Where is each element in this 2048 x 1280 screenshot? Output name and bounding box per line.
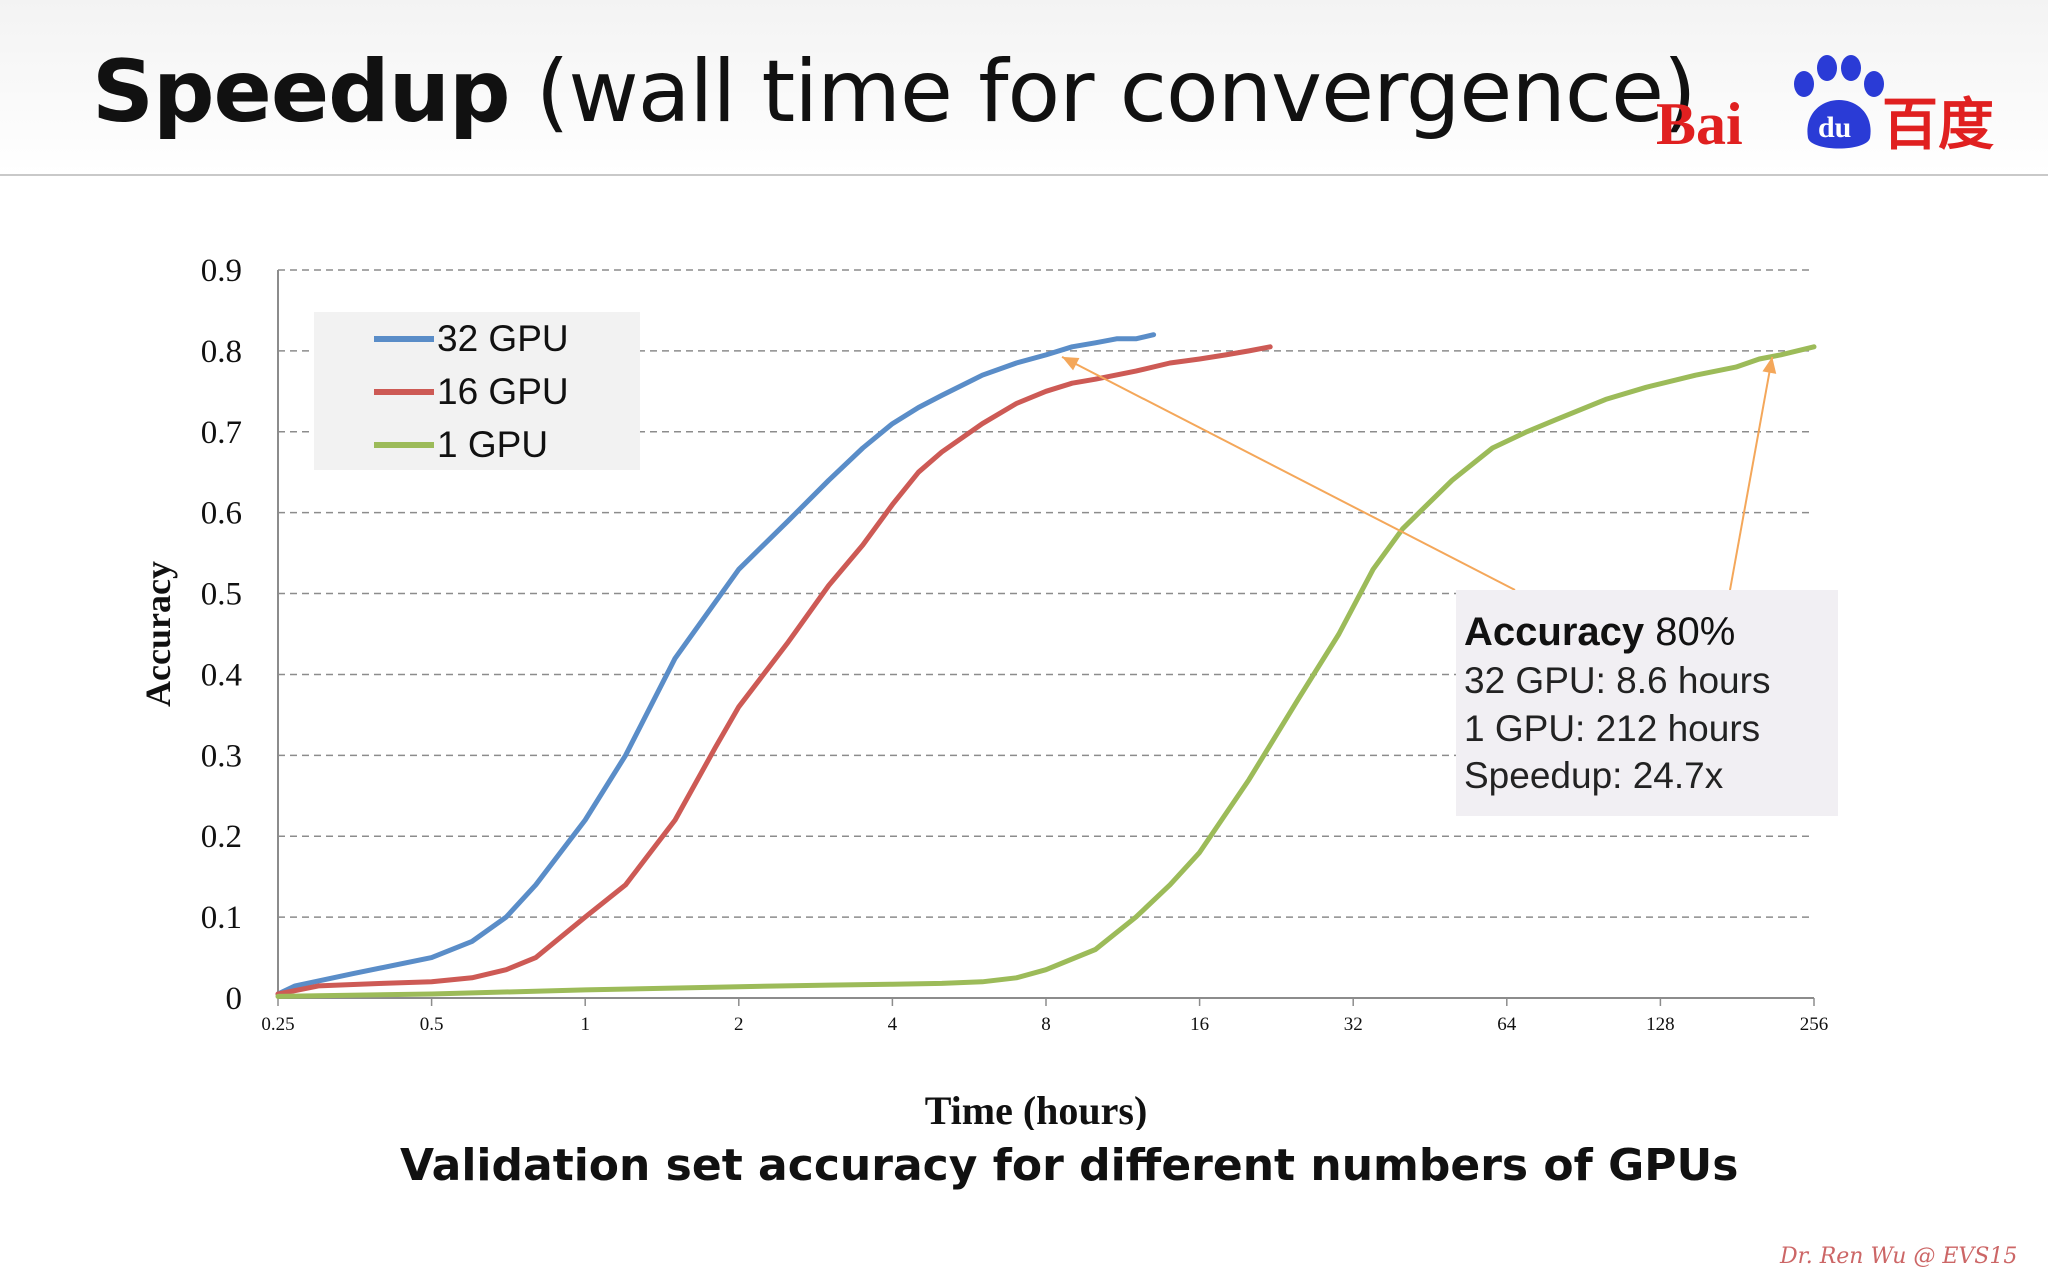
annotation-heading: Accuracy 80% [1464,610,1735,654]
annotation-heading-value: 80% [1655,610,1735,654]
legend-label-1-gpu: 1 GPU [437,424,548,465]
x-tick-label: 4 [888,1014,898,1035]
x-tick-label: 16 [1190,1014,1209,1035]
legend-label-32-gpu: 32 GPU [437,318,569,359]
y-tick-label: 0.9 [201,253,242,289]
y-tick-labels: 0 0.1 0.2 0.3 0.4 0.5 0.6 0.7 0.8 0.9 [201,253,242,1017]
x-tick-label: 8 [1041,1014,1051,1035]
series-line-32-gpu [275,332,1157,997]
author-credit: Dr. Ren Wu @ EVS15 [1780,1244,2018,1269]
annotation-line-1-gpu: 1 GPU: 212 hours [1464,708,1760,749]
slide-header: Speedup (wall time for convergence) Bai … [0,0,2048,176]
x-tick-label: 256 [1800,1014,1829,1035]
annotation-arrow [1061,355,1516,591]
annotation-box: Accuracy 80% 32 GPU: 8.6 hours 1 GPU: 21… [1456,590,1838,816]
legend-label-16-gpu: 16 GPU [437,371,569,412]
x-tick-label: 64 [1497,1014,1517,1035]
y-tick-label: 0 [226,981,243,1017]
series-line-16-gpu [275,344,1273,997]
slide-title: Speedup (wall time for convergence) [92,42,1697,142]
x-tick-label: 0.25 [261,1014,294,1035]
logo-text-cn: 百度 [1882,95,1994,154]
x-tick-labels: 0.25 0.5 1 2 4 8 16 32 64 128 256 [261,998,1828,1035]
y-tick-label: 0.1 [201,900,242,936]
y-tick-label: 0.3 [201,738,242,774]
y-tick-label: 0.6 [201,496,242,532]
y-tick-label: 0.2 [201,819,242,855]
annotation-arrowhead [1762,356,1777,374]
x-tick-label: 32 [1344,1014,1363,1035]
annotation-arrow [1729,356,1774,591]
x-tick-label: 2 [734,1014,744,1035]
title-rest: (wall time for convergence) [535,42,1697,142]
accuracy-chart: 0 0.1 0.2 0.3 0.4 0.5 0.6 0.7 0.8 0.9 0.25 0.5 1 2 4 8… [138,253,1838,1130]
annotation-line-speedup: Speedup: 24.7x [1464,755,1724,796]
annotation-arrowhead [1062,356,1080,371]
chart-caption: Validation set accuracy for different nu… [400,1140,1739,1191]
annotation-heading-bold: Accuracy [1464,610,1645,654]
annotation-arrows [1061,355,1777,591]
y-tick-label: 0.5 [201,577,242,613]
y-tick-label: 0.8 [201,334,242,370]
y-axis-label: Accuracy [138,561,178,707]
annotation-line-32-gpu: 32 GPU: 8.6 hours [1464,660,1770,701]
annotation-background [1456,590,1838,816]
y-tick-label: 0.7 [201,415,242,451]
x-axis-label: Time (hours) [925,1088,1148,1130]
baidu-logo: Bai du 百度 [1656,55,1994,154]
series-line-1-gpu [275,344,1817,999]
x-tick-label: 1 [580,1014,590,1035]
title-main: Speedup [92,42,510,142]
legend-box [314,312,640,470]
logo-text-du: du [1818,111,1851,144]
legend: 32 GPU 16 GPU 1 GPU [314,312,640,470]
series-lines [275,332,1817,999]
x-tick-label: 128 [1646,1014,1675,1035]
paw-icon [1794,55,1884,149]
logo-text-bai: Bai [1656,91,1743,154]
x-tick-label: 0.5 [420,1014,444,1035]
y-tick-label: 0.4 [201,657,242,693]
